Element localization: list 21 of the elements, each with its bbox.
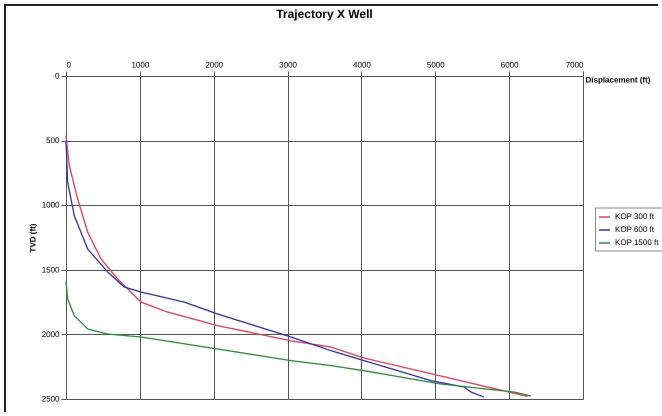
legend-label: KOP 1500 ft	[615, 238, 660, 247]
y-tick-label: 2500	[42, 394, 60, 404]
x-tick-label: 7000	[566, 60, 584, 70]
y-tick-label: 2000	[42, 330, 60, 339]
y-axis-title: TVD (ft)	[28, 223, 38, 252]
y-tick-label: 1000	[42, 200, 60, 210]
legend-label: KOP 300 ft	[615, 212, 655, 221]
x-tick-label: 2000	[205, 60, 224, 70]
legend-label: KOP 600 ft	[615, 225, 655, 234]
y-tick-label: 1500	[42, 265, 60, 274]
chart-title: Trajectory X Well	[276, 7, 373, 21]
x-tick-label: 5000	[426, 60, 446, 70]
x-tick-label: 1000	[131, 60, 150, 70]
x-axis-title: Displacement (ft)	[586, 76, 651, 84]
y-tick-label: 500	[46, 136, 60, 146]
x-tick-label: 6000	[500, 60, 520, 70]
x-tick-label: 3000	[279, 60, 298, 70]
x-tick-label: 4000	[353, 60, 372, 70]
y-tick-label: 0	[55, 72, 60, 80]
x-tick-label: 0	[66, 60, 72, 70]
line-series	[65, 281, 532, 397]
